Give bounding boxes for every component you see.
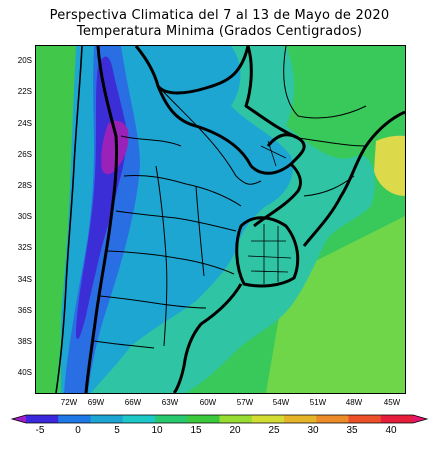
province-line-1 <box>120 135 182 147</box>
lat-label-30s: 30S <box>17 212 32 221</box>
lat-label-26s: 26S <box>17 150 32 159</box>
lat-label-28s: 28S <box>17 181 32 190</box>
colorbar-segment <box>219 415 253 423</box>
lon-label-60w: 60W <box>199 398 217 407</box>
lon-label-69w: 69W <box>87 398 105 407</box>
paraguay-departments <box>260 140 287 167</box>
temperature-map <box>36 46 405 393</box>
chile-coastline <box>55 46 83 393</box>
lon-label-66w: 66W <box>124 398 142 407</box>
colorbar-segment <box>187 415 220 423</box>
lon-label-72w: 72W <box>60 398 78 407</box>
lat-label-22s: 22S <box>17 87 32 96</box>
colorbar-segment <box>90 415 124 423</box>
map-subtitle: Temperatura Minima (Grados Centigrados) <box>76 24 363 39</box>
colorbar-segment <box>58 415 91 423</box>
province-line-5 <box>99 295 207 309</box>
lon-label-48w: 48W <box>345 398 363 407</box>
colorbar-label-40: 40 <box>385 425 397 436</box>
map-title: Perspectiva Climatica del 7 al 13 de May… <box>49 8 390 23</box>
lat-label-38s: 38S <box>17 337 32 346</box>
brazil-coastline <box>302 110 405 247</box>
colorbar-segment <box>155 415 188 423</box>
colorbar-label-30: 30 <box>307 425 319 436</box>
argentina-chile-border <box>84 46 119 393</box>
colorbar-label-5: 5 <box>114 425 120 436</box>
colorbar-segment <box>26 415 59 423</box>
colorbar-label-10: 10 <box>151 425 163 436</box>
field-20-25 <box>266 216 405 393</box>
brazil-state-line-2 <box>297 137 367 147</box>
colorbar <box>10 414 429 424</box>
argentina-atlantic-coast <box>172 283 243 393</box>
province-line-3 <box>115 210 237 232</box>
lon-label-54w: 54W <box>272 398 290 407</box>
field-chile-coast <box>36 46 76 393</box>
colorbar-label-25: 25 <box>268 425 280 436</box>
colorbar-segment <box>284 415 317 423</box>
lon-label-51w: 51W <box>309 398 327 407</box>
colorbar-arrow-high <box>413 415 427 423</box>
colorbar-arrow-low <box>12 415 26 423</box>
brazil-state-line-1 <box>283 46 367 119</box>
colorbar-label-20: 20 <box>229 425 241 436</box>
paraguay-north-border <box>156 85 253 167</box>
colorbar-segment <box>122 415 156 423</box>
colorbar-label-0: 0 <box>75 425 81 436</box>
lon-label-57w: 57W <box>236 398 254 407</box>
colorbar-label-minus5: -5 <box>35 425 45 436</box>
lon-label-63w: 63W <box>161 398 179 407</box>
province-line-7 <box>155 165 168 347</box>
brazil-state-line-3 <box>303 175 355 197</box>
colorbar-segment <box>316 415 349 423</box>
argentina-north-border <box>157 85 262 185</box>
lat-label-34s: 34S <box>17 275 32 284</box>
uruguay-border <box>235 216 300 288</box>
lat-label-32s: 32S <box>17 243 32 252</box>
bolivia-border <box>134 46 250 95</box>
border-layer <box>55 46 405 393</box>
lat-label-20s: 20S <box>17 56 32 65</box>
lat-label-40s: 40S <box>17 368 32 377</box>
province-line-2 <box>123 175 242 207</box>
paraguay-east-border <box>249 133 306 175</box>
colorbar-label-15: 15 <box>190 425 202 436</box>
province-line-8 <box>195 185 205 277</box>
colorbar-outline <box>10 414 429 424</box>
lon-label-45w: 45W <box>383 398 401 407</box>
colorbar-segment <box>348 415 382 423</box>
province-line-6 <box>93 340 155 349</box>
uruguay-departments <box>247 224 292 284</box>
field-25-30 <box>374 135 405 196</box>
colorbar-segment <box>380 415 414 423</box>
brazil-bolivia-border <box>244 46 299 140</box>
lat-label-24s: 24S <box>17 119 32 128</box>
province-line-4 <box>107 250 235 275</box>
colorbar-segment <box>251 415 285 423</box>
colorbar-label-35: 35 <box>346 425 358 436</box>
field-below-minus5 <box>101 120 129 175</box>
lat-label-36s: 36S <box>17 306 32 315</box>
